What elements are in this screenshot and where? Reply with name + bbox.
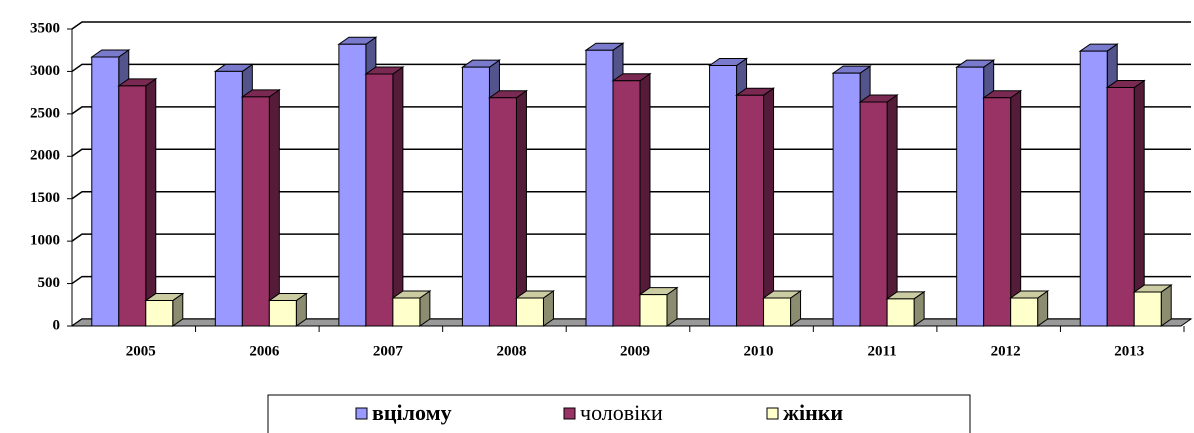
grid-line bbox=[71, 148, 1191, 157]
bar-face bbox=[956, 66, 985, 327]
x-tick-label: 2012 bbox=[991, 343, 1021, 359]
y-tick-label: 3000 bbox=[30, 63, 60, 79]
bar-face bbox=[268, 88, 280, 327]
grid-line bbox=[71, 106, 1191, 115]
y-tick-label: 500 bbox=[38, 275, 61, 291]
y-tick-label: 1500 bbox=[30, 190, 60, 206]
bar-face bbox=[763, 297, 792, 327]
y-tick-label: 1000 bbox=[30, 233, 60, 249]
bar bbox=[1105, 79, 1146, 327]
grid-line bbox=[71, 21, 1191, 30]
bar-face bbox=[268, 300, 297, 327]
x-tick-label: 2006 bbox=[249, 343, 280, 359]
bar bbox=[117, 77, 158, 327]
bar-face bbox=[1079, 50, 1108, 327]
bar bbox=[364, 66, 405, 327]
x-tick-label: 2009 bbox=[620, 343, 650, 359]
bar bbox=[144, 292, 185, 327]
bar-face bbox=[612, 80, 641, 327]
legend-swatch bbox=[355, 407, 368, 420]
bar-face bbox=[763, 87, 775, 327]
bar bbox=[1009, 290, 1050, 327]
x-tick-label: 2005 bbox=[126, 343, 156, 359]
bar-face bbox=[338, 43, 367, 327]
grid-line bbox=[71, 233, 1191, 242]
bar-face bbox=[709, 64, 738, 327]
bar-face bbox=[983, 97, 1012, 327]
grid-line bbox=[71, 190, 1191, 200]
bar-face bbox=[365, 73, 394, 327]
bar-face bbox=[392, 66, 404, 327]
bar bbox=[638, 286, 679, 327]
bar-face bbox=[736, 94, 765, 327]
bar-face bbox=[832, 72, 861, 327]
grid-line bbox=[71, 275, 1191, 285]
bar bbox=[514, 290, 556, 327]
bar-face bbox=[1106, 87, 1135, 327]
bar-face bbox=[145, 300, 174, 327]
bar bbox=[761, 290, 803, 327]
y-tick-label: 0 bbox=[53, 317, 61, 333]
grid-line bbox=[71, 63, 1191, 73]
x-tick-label: 2010 bbox=[744, 343, 774, 359]
bar-face bbox=[515, 297, 544, 327]
bar bbox=[240, 88, 281, 327]
bar-face bbox=[585, 49, 614, 327]
x-tick-label: 2011 bbox=[868, 343, 897, 359]
bar bbox=[611, 72, 652, 327]
bar-face bbox=[886, 298, 915, 327]
y-tick-label: 2500 bbox=[30, 105, 60, 121]
bar-face bbox=[886, 94, 898, 327]
bar-face bbox=[1010, 297, 1039, 327]
bar-face bbox=[1010, 89, 1022, 327]
bar bbox=[734, 87, 776, 327]
y-tick-label: 2000 bbox=[30, 148, 60, 164]
bar-face bbox=[859, 101, 888, 327]
x-tick-label: 2008 bbox=[496, 343, 526, 359]
legend-label: жінки bbox=[783, 400, 843, 425]
bar-face bbox=[392, 297, 421, 327]
bar-face bbox=[145, 77, 157, 327]
bar-face bbox=[488, 97, 517, 327]
y-tick-label: 3500 bbox=[30, 20, 60, 36]
bar-face bbox=[241, 96, 270, 327]
bar bbox=[858, 94, 899, 327]
bar bbox=[1132, 284, 1173, 327]
x-tick-label: 2007 bbox=[373, 343, 404, 359]
bar-face bbox=[515, 89, 527, 327]
bar-face bbox=[91, 56, 120, 327]
legend-swatch bbox=[766, 407, 779, 420]
bar bbox=[885, 290, 926, 327]
bar-face bbox=[118, 85, 147, 327]
bar bbox=[982, 89, 1023, 327]
bar bbox=[487, 89, 529, 327]
legend-box bbox=[267, 394, 971, 433]
bar-face bbox=[461, 66, 490, 327]
legend-swatch bbox=[563, 407, 576, 420]
bar-face bbox=[1133, 291, 1162, 327]
bar bbox=[267, 292, 308, 327]
bar bbox=[391, 290, 432, 327]
bar-face bbox=[214, 70, 243, 327]
bar-face bbox=[639, 294, 668, 327]
x-tick-label: 2013 bbox=[1114, 343, 1144, 359]
legend-label: чоловіки bbox=[580, 400, 663, 425]
legend-label: вцілому bbox=[372, 400, 452, 425]
